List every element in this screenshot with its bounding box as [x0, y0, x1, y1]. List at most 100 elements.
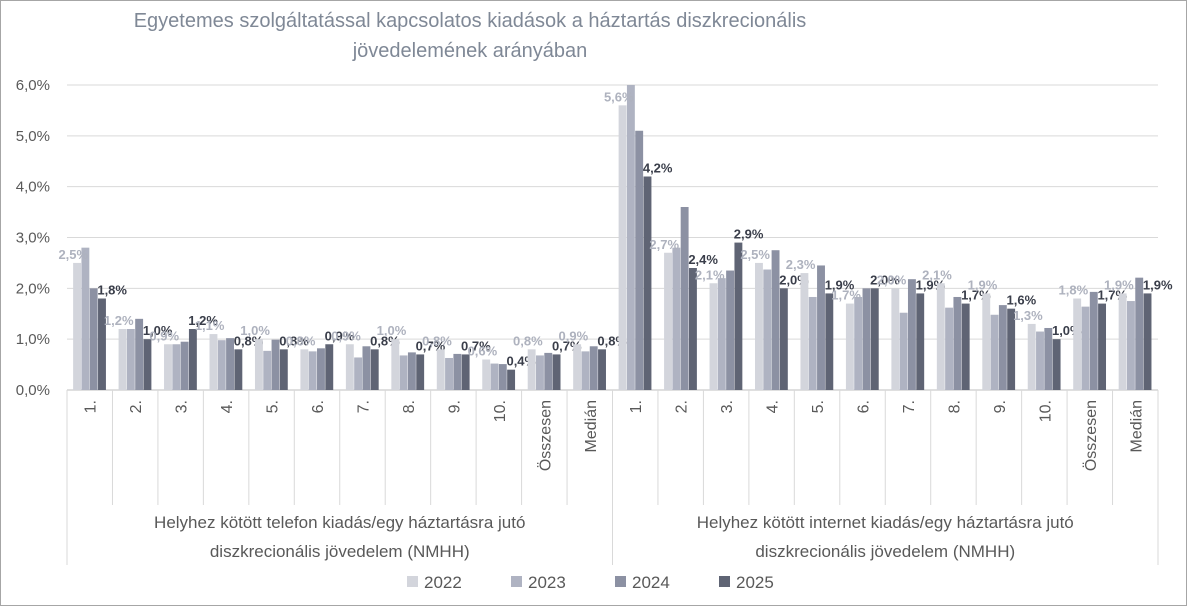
data-label: 1,8%	[97, 283, 127, 298]
bar-2023	[445, 357, 453, 390]
data-label: 2,1%	[922, 267, 952, 282]
data-label: 0,8%	[422, 333, 452, 348]
y-tick-label: 2,0%	[16, 280, 50, 297]
chart-title-line-1: Egyetemes szolgáltatással kapcsolatos ki…	[133, 10, 807, 32]
data-label: 1,9%	[1104, 277, 1134, 292]
data-label: 0,9%	[559, 328, 589, 343]
bar-2024	[953, 296, 962, 390]
chart-title-line-2: jövedelemének arányában	[352, 40, 588, 62]
bar-2022	[936, 283, 945, 390]
bar-2023	[536, 355, 544, 390]
x-tick-label: 6.	[310, 400, 327, 413]
bar-2022	[1118, 293, 1127, 390]
group-label-line-1: Helyhez kötött internet kiadás/egy házta…	[697, 513, 1074, 532]
bar-2022	[800, 273, 809, 390]
bar-2022	[664, 252, 672, 390]
bar-2024	[680, 207, 689, 390]
bar-2025	[916, 293, 925, 390]
data-label: 4,2%	[643, 161, 673, 176]
bar-2024	[635, 130, 644, 390]
data-label: 2,7%	[649, 237, 679, 252]
bar-2025	[507, 369, 516, 390]
x-tick-label: 2.	[674, 400, 691, 413]
x-tick-label: 6.	[856, 400, 873, 413]
bar-2024	[89, 288, 98, 390]
bar-2023	[308, 351, 317, 390]
bar-2023	[626, 85, 635, 390]
x-tick-label: 3.	[719, 400, 736, 413]
x-tick-label: 3.	[174, 400, 191, 413]
bar-2024	[544, 352, 553, 390]
bar-2023	[1036, 331, 1044, 390]
bar-2025	[325, 344, 334, 390]
x-tick-label: Medián	[1128, 400, 1145, 452]
data-label: 1,2%	[104, 313, 134, 328]
data-label: 0,7%	[461, 338, 491, 353]
bar-2023	[1126, 301, 1135, 390]
bar-2025	[461, 354, 470, 390]
bar-2023	[717, 278, 726, 390]
group-label-line-2: diszkrecionális jövedelem (NMHH)	[210, 542, 470, 561]
bar-2023	[354, 357, 363, 390]
bar-2022	[436, 349, 445, 390]
bar-2024	[453, 353, 462, 390]
x-tick-label: 1.	[83, 400, 100, 413]
data-label: 1,0%	[143, 323, 173, 338]
x-tick-label: Medián	[583, 400, 600, 452]
bar-2022	[300, 349, 309, 390]
chart-title: Egyetemes szolgáltatással kapcsolatos ki…	[120, 6, 820, 66]
x-tick-label: 5.	[810, 400, 827, 413]
bar-2023	[581, 351, 590, 390]
y-tick-label: 4,0%	[16, 179, 50, 196]
bar-2025	[234, 349, 243, 390]
bar-2025	[688, 268, 697, 390]
y-tick-label: 1,0%	[16, 331, 50, 348]
data-label: 2,9%	[734, 227, 764, 242]
x-tick-label: 10.	[1037, 400, 1054, 422]
data-label: 0,8%	[513, 333, 543, 348]
x-tick-label: Összesen	[1082, 400, 1100, 471]
group-label-line-2: diszkrecionális jövedelem (NMHH)	[755, 542, 1015, 561]
bar-2025	[598, 349, 606, 390]
data-label: 1,8%	[1059, 283, 1089, 298]
bar-2024	[498, 364, 507, 390]
bar-2025	[643, 176, 652, 390]
bar-2022	[391, 339, 400, 390]
bar-2022	[527, 349, 536, 390]
bar-2024	[907, 279, 916, 390]
bar-2022	[755, 262, 763, 390]
bar-2025	[1052, 339, 1061, 390]
data-label: 1,0%	[377, 323, 407, 338]
bar-2023	[263, 350, 272, 390]
bar-2025	[870, 288, 879, 390]
bar-2022	[73, 262, 82, 390]
bar-2025	[416, 354, 425, 390]
bar-2023	[172, 344, 181, 390]
bar-2023	[808, 296, 817, 390]
x-tick-label: 4.	[219, 400, 236, 413]
data-label: 0,9%	[149, 328, 179, 343]
data-label: 1,2%	[188, 313, 218, 328]
bar-2022	[618, 105, 627, 390]
bar-2025	[1143, 293, 1152, 390]
x-tick-label: 8.	[946, 400, 963, 413]
data-label: 1,0%	[240, 323, 270, 338]
y-tick-label: 5,0%	[16, 128, 50, 145]
legend-swatch-2024	[615, 576, 626, 587]
bar-2025	[779, 288, 788, 390]
bar-2024	[362, 346, 371, 390]
data-label: 1,9%	[968, 277, 998, 292]
bar-2023	[399, 355, 408, 390]
bar-2025	[279, 349, 288, 390]
bar-2022	[709, 283, 718, 390]
bar-2023	[672, 247, 681, 390]
bar-2022	[1073, 298, 1082, 390]
bar-2023	[854, 296, 863, 390]
data-label: 0,6%	[468, 344, 498, 359]
bar-2024	[862, 288, 871, 390]
data-label: 1,3%	[1013, 308, 1043, 323]
bar-2024	[135, 318, 144, 390]
legend-swatch-2025	[719, 576, 730, 587]
bar-2025	[370, 349, 379, 390]
data-label: 1,9%	[825, 277, 855, 292]
